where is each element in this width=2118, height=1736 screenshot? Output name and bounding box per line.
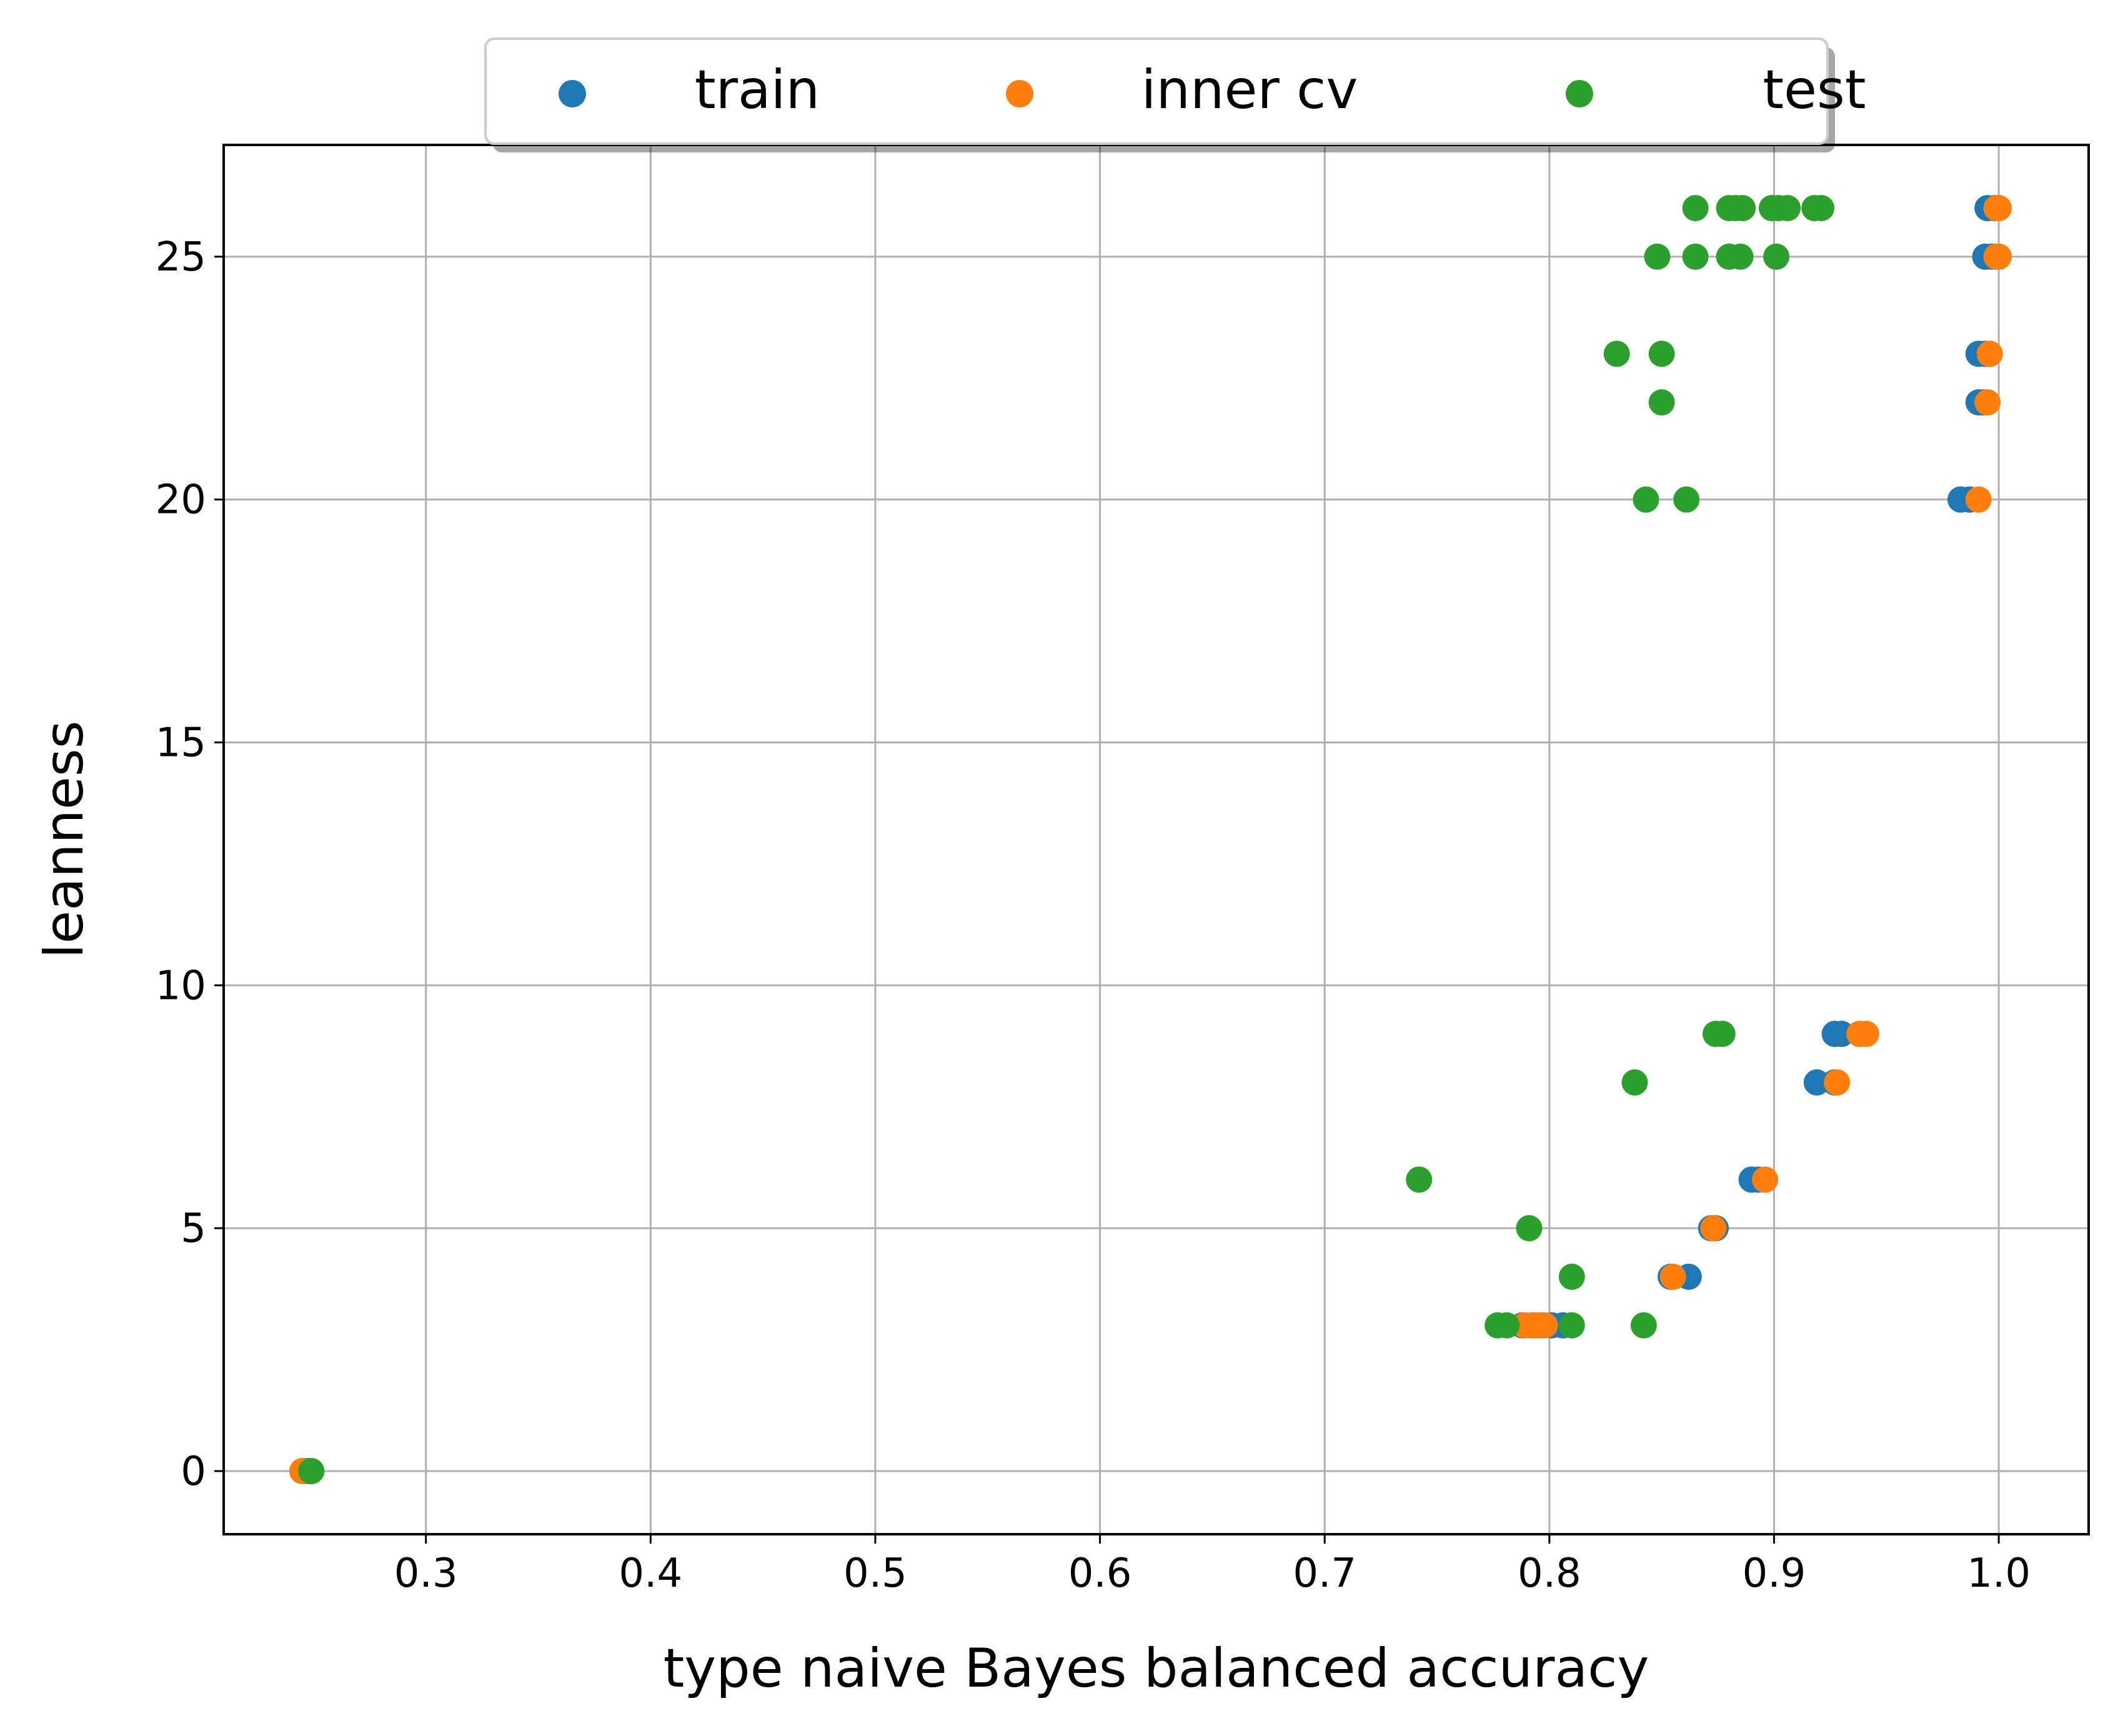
data-point — [1406, 1166, 1433, 1193]
x-axis-label: type naive Bayes balanced accuracy — [664, 1637, 1649, 1700]
y-tick-label: 10 — [156, 963, 206, 1009]
data-point — [1709, 1021, 1736, 1048]
data-point — [1648, 340, 1675, 367]
grid-lines — [224, 145, 2089, 1534]
y-tick-label: 5 — [181, 1206, 206, 1252]
y-tick-label: 15 — [156, 720, 206, 766]
data-point — [1803, 1069, 1830, 1096]
data-point — [1673, 486, 1700, 513]
data-point — [1974, 389, 2001, 416]
data-point — [1516, 1215, 1543, 1242]
data-point — [298, 1457, 325, 1484]
legend-label: test — [1763, 59, 1866, 121]
legend-label: train — [695, 59, 820, 121]
data-point — [1621, 1069, 1648, 1096]
y-tick-label: 25 — [156, 234, 206, 280]
data-point — [1986, 243, 2012, 270]
legend-box — [484, 37, 1829, 145]
data-point — [1824, 1069, 1851, 1096]
legend-marker — [1566, 80, 1593, 107]
y-tick-label: 20 — [156, 477, 206, 523]
data-point — [1633, 486, 1659, 513]
x-tick-label: 0.3 — [394, 1550, 458, 1597]
data-point — [1630, 1312, 1657, 1339]
data-point — [1558, 1263, 1585, 1290]
data-point — [1682, 243, 1709, 270]
series-test — [298, 195, 1835, 1484]
x-tick-label: 0.9 — [1743, 1550, 1806, 1597]
data-point — [1648, 389, 1675, 416]
y-axis-label: leanness — [33, 720, 96, 958]
x-tick-label: 0.6 — [1068, 1550, 1132, 1597]
data-points — [289, 195, 2012, 1484]
legend-item-test: test — [1566, 59, 1866, 121]
y-tick-label: 0 — [181, 1449, 206, 1495]
data-point — [1828, 1021, 1855, 1048]
x-tick-label: 0.8 — [1518, 1550, 1581, 1597]
legend-marker — [559, 80, 586, 107]
data-point — [1976, 340, 2003, 367]
data-point — [1659, 1263, 1686, 1290]
data-point — [1774, 195, 1801, 222]
data-point — [1531, 1312, 1558, 1339]
data-point — [1700, 1215, 1727, 1242]
data-point — [1558, 1312, 1585, 1339]
data-point — [1644, 243, 1671, 270]
data-point — [1493, 1312, 1520, 1339]
x-tick-label: 0.7 — [1293, 1550, 1356, 1597]
x-tick-label: 0.5 — [843, 1550, 907, 1597]
data-point — [1603, 340, 1630, 367]
data-point — [1752, 1166, 1779, 1193]
legend-item-train: train — [559, 59, 820, 121]
legend: train inner cv test — [484, 37, 1866, 152]
legend-label: inner cv — [1141, 59, 1358, 121]
data-point — [1852, 1021, 1879, 1048]
axis-ticks: 0.3 0.4 0.5 0.6 0.7 0.8 0.9 1.0 0 5 10 15 20 25 — [156, 234, 2031, 1597]
x-tick-label: 1.0 — [1967, 1550, 2031, 1597]
series-inner-cv — [289, 195, 2012, 1484]
data-point — [1729, 195, 1756, 222]
legend-marker — [1006, 80, 1033, 107]
data-point — [1727, 243, 1754, 270]
x-tick-label: 0.4 — [619, 1550, 682, 1597]
data-point — [1808, 195, 1835, 222]
legend-item-inner-cv: inner cv — [1006, 59, 1358, 121]
data-point — [1763, 243, 1790, 270]
data-point — [1986, 195, 2012, 222]
data-point — [1682, 195, 1709, 222]
data-point — [1965, 486, 1992, 513]
